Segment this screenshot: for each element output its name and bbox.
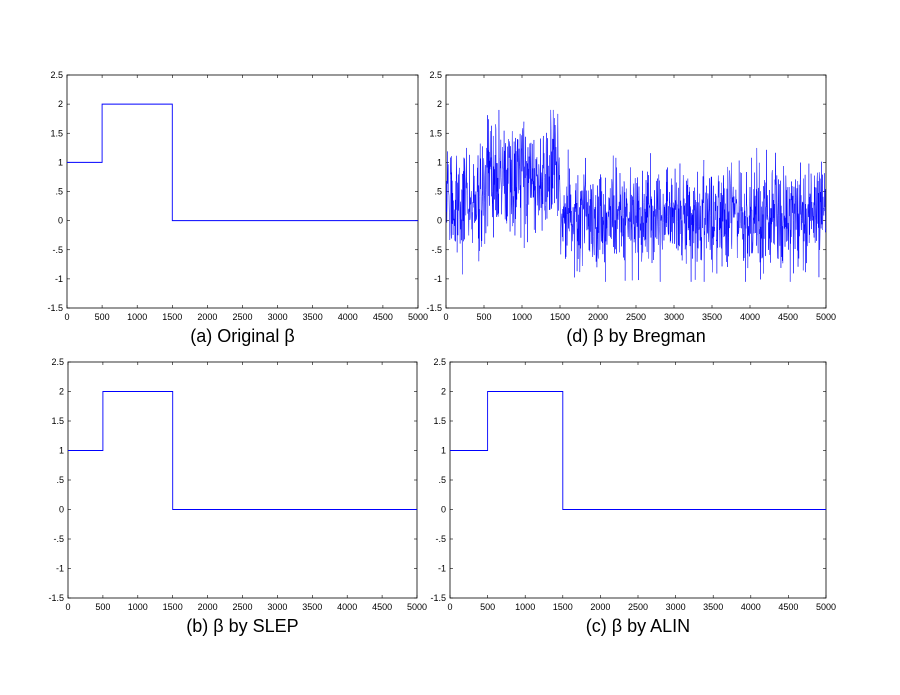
axes-frame <box>67 361 418 599</box>
x-tick-label: 2500 <box>628 602 648 612</box>
y-tick-label: 2.5 <box>51 357 64 367</box>
y-tick-label: -1.5 <box>48 593 64 603</box>
y-tick-label: .5 <box>56 475 64 485</box>
x-tick-label: 3500 <box>703 602 723 612</box>
x-tick-label: 4000 <box>337 602 357 612</box>
x-tick-label: 5000 <box>407 602 427 612</box>
x-tick-label: 4000 <box>741 602 761 612</box>
y-tick-label: 0 <box>58 216 63 226</box>
x-tick-label: 4500 <box>778 602 798 612</box>
x-tick-label: 2000 <box>197 312 217 322</box>
x-tick-label: 3500 <box>702 312 722 322</box>
y-tick-label: 2 <box>437 99 442 109</box>
y-tick-label: -1 <box>55 274 63 284</box>
x-tick-label: 0 <box>447 602 452 612</box>
y-tick-label: 0 <box>441 505 446 515</box>
x-tick-label: 2000 <box>588 312 608 322</box>
y-tick-label: 1.5 <box>429 128 442 138</box>
y-tick-label: .5 <box>434 187 442 197</box>
panel-caption: (b) β by SLEP <box>186 616 298 636</box>
x-tick-label: 2000 <box>590 602 610 612</box>
x-tick-label: 2500 <box>232 312 252 322</box>
data-line <box>67 103 418 222</box>
panel-caption: (d) β by Bregman <box>566 326 705 346</box>
x-tick-label: 1000 <box>515 602 535 612</box>
data-line <box>445 109 827 282</box>
axes-frame <box>449 361 827 599</box>
y-tick-label: 0 <box>59 505 64 515</box>
x-tick-label: 3500 <box>302 602 322 612</box>
chart-panel-4: 0 500 1000 1500 2000 2500 3000 3500 4000 4500 5000… <box>430 357 836 636</box>
x-tick-label: 0 <box>443 312 448 322</box>
x-tick-label: 2000 <box>198 602 218 612</box>
axes-frame <box>445 74 827 309</box>
x-tick-label: 5000 <box>816 312 836 322</box>
x-tick-label: 500 <box>95 602 110 612</box>
axes-frame <box>66 74 419 309</box>
y-tick-label: 0 <box>437 216 442 226</box>
x-tick-label: 3000 <box>666 602 686 612</box>
panel-caption: (c) β by ALIN <box>586 616 690 636</box>
y-tick-label: 1 <box>441 446 446 456</box>
x-tick-label: 3000 <box>267 602 287 612</box>
x-tick-label: 4000 <box>338 312 358 322</box>
chart-panel-3: 0 500 1000 1500 2000 2500 3000 3500 4000 4500 5000… <box>48 357 427 636</box>
y-tick-label: 1.5 <box>51 416 64 426</box>
y-tick-label: -.5 <box>52 245 63 255</box>
x-tick-label: 1500 <box>163 602 183 612</box>
y-tick-label: -.5 <box>53 534 64 544</box>
y-tick-label: -.5 <box>431 245 442 255</box>
y-tick-label: -1 <box>434 274 442 284</box>
y-tick-label: 1 <box>59 446 64 456</box>
y-tick-label: 2 <box>59 387 64 397</box>
y-tick-label: -1.5 <box>47 303 63 313</box>
y-tick-label: 2.5 <box>50 70 63 80</box>
x-tick-label: 5000 <box>408 312 428 322</box>
x-tick-label: 500 <box>480 602 495 612</box>
x-tick-label: 1500 <box>162 312 182 322</box>
x-tick-label: 3500 <box>303 312 323 322</box>
data-line <box>450 391 826 510</box>
y-tick-label: -1 <box>438 564 446 574</box>
y-tick-label: 1.5 <box>50 128 63 138</box>
x-tick-label: 4500 <box>372 602 392 612</box>
y-tick-label: -1.5 <box>426 303 442 313</box>
x-tick-label: 2500 <box>232 602 252 612</box>
y-tick-label: 1 <box>58 157 63 167</box>
x-tick-label: 0 <box>64 312 69 322</box>
x-tick-label: 1500 <box>553 602 573 612</box>
x-tick-label: 500 <box>476 312 491 322</box>
y-tick-label: .5 <box>438 475 446 485</box>
chart-panel-2: 0 500 1000 1500 2000 2500 3000 3500 4000 4500 5000… <box>426 70 836 346</box>
y-tick-label: -1.5 <box>430 593 446 603</box>
x-tick-label: 1000 <box>128 602 148 612</box>
x-tick-label: 3000 <box>268 312 288 322</box>
y-tick-label: 2.5 <box>433 357 446 367</box>
x-tick-label: 1000 <box>512 312 532 322</box>
y-tick-label: 2 <box>441 387 446 397</box>
x-tick-label: 500 <box>95 312 110 322</box>
y-tick-label: 1 <box>437 157 442 167</box>
x-tick-label: 4500 <box>778 312 798 322</box>
data-line <box>68 391 417 510</box>
x-tick-label: 1000 <box>127 312 147 322</box>
x-tick-label: 5000 <box>816 602 836 612</box>
y-tick-label: 2.5 <box>429 70 442 80</box>
y-tick-label: 1.5 <box>433 416 446 426</box>
y-tick-label: 2 <box>58 99 63 109</box>
x-tick-label: 3000 <box>664 312 684 322</box>
y-tick-label: .5 <box>55 187 63 197</box>
chart-panel-1: 0 500 1000 1500 2000 2500 3000 3500 4000 4500 5000… <box>47 70 428 346</box>
x-tick-label: 4000 <box>740 312 760 322</box>
x-tick-label: 0 <box>65 602 70 612</box>
x-tick-label: 1500 <box>550 312 570 322</box>
x-tick-label: 4500 <box>373 312 393 322</box>
y-tick-label: -.5 <box>435 534 446 544</box>
panel-caption: (a) Original β <box>190 326 294 346</box>
y-tick-label: -1 <box>56 564 64 574</box>
x-tick-label: 2500 <box>626 312 646 322</box>
